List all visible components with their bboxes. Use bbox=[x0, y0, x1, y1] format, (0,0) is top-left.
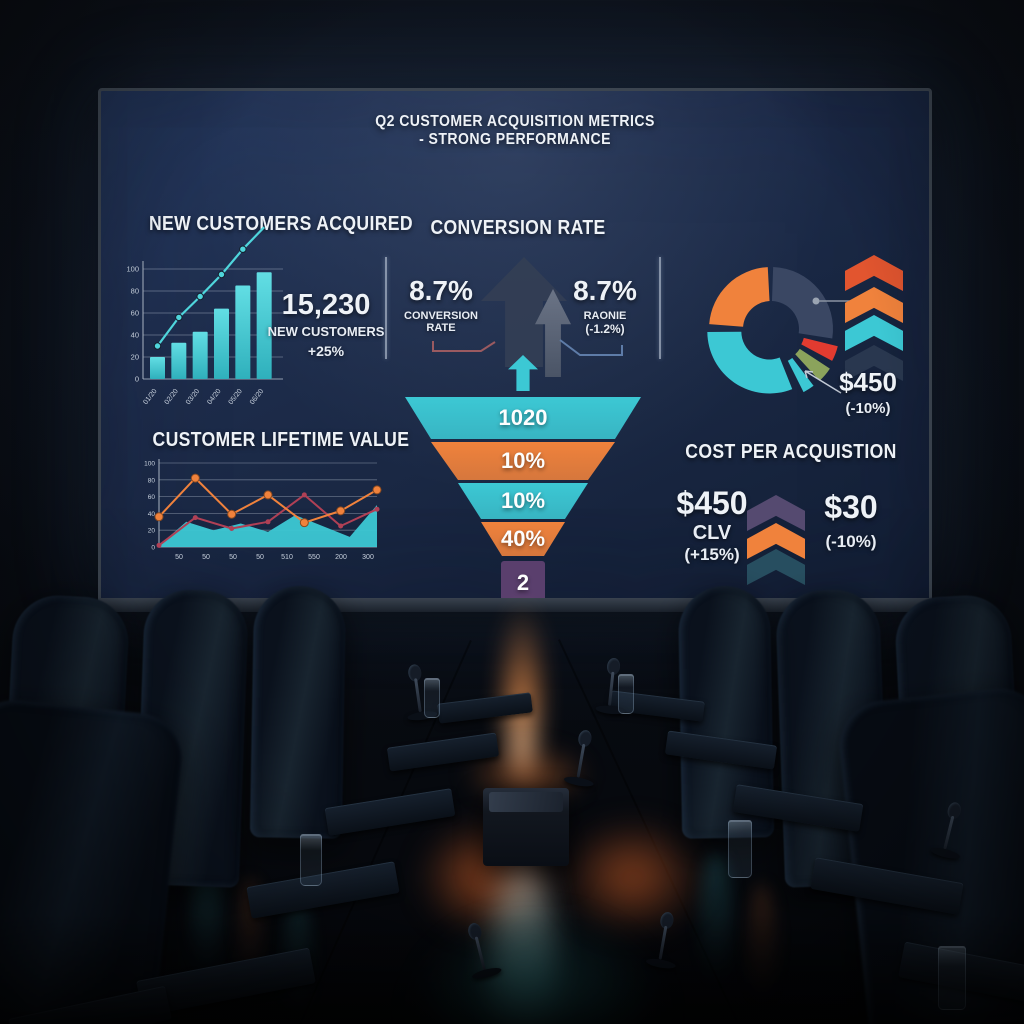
notepad bbox=[664, 730, 778, 770]
new-customers-value: 15,230 bbox=[281, 289, 371, 321]
svg-text:80: 80 bbox=[131, 287, 139, 296]
cpa-right-value: $30 bbox=[824, 489, 878, 525]
svg-text:40: 40 bbox=[131, 331, 139, 340]
svg-text:0: 0 bbox=[151, 545, 155, 552]
clv-title: CUSTOMER LIFETIME VALUE bbox=[152, 429, 410, 451]
microphone bbox=[561, 727, 604, 789]
new-customers-metric: 15,230 NEW CUSTOMERS +25% bbox=[261, 289, 391, 359]
svg-text:550: 550 bbox=[308, 554, 320, 561]
cpa-chevron-stack bbox=[747, 495, 805, 585]
mic-head bbox=[945, 800, 963, 821]
notepad bbox=[324, 788, 456, 836]
new-customers-delta: +25% bbox=[307, 343, 345, 359]
conversion-title: CONVERSION RATE bbox=[430, 217, 606, 239]
svg-text:50: 50 bbox=[229, 554, 237, 561]
dashboard-title-line1: Q2 CUSTOMER ACQUISITION METRICS bbox=[375, 113, 655, 130]
svg-text:03/20: 03/20 bbox=[185, 388, 201, 406]
donut-callout-delta: (-10%) bbox=[845, 400, 891, 417]
funnel-level-2: 10% bbox=[431, 442, 615, 480]
funnel-level-4: 40% bbox=[481, 522, 565, 556]
divider-left bbox=[385, 257, 387, 359]
notepad bbox=[246, 861, 400, 919]
cpa-right-delta: (-10%) bbox=[825, 532, 877, 551]
svg-text:50: 50 bbox=[256, 554, 264, 561]
svg-text:80: 80 bbox=[148, 477, 156, 484]
svg-text:02/20: 02/20 bbox=[164, 388, 180, 406]
svg-text:20: 20 bbox=[131, 353, 139, 362]
svg-text:60: 60 bbox=[148, 494, 156, 501]
new-customers-label: NEW CUSTOMERS bbox=[267, 324, 385, 339]
clv-chart: 0 20 40 60 80 100 50 50 50 50 510 550 200 300 bbox=[144, 459, 382, 561]
svg-text:05/20: 05/20 bbox=[228, 388, 244, 406]
mic-base bbox=[563, 775, 595, 789]
conversion-left-metric: 8.7% CONVERSION RATE bbox=[389, 275, 493, 334]
svg-text:300: 300 bbox=[362, 554, 374, 561]
cpa-right-metric: $30 (-10%) bbox=[801, 489, 901, 552]
mic-stem bbox=[943, 815, 955, 850]
floor-fade bbox=[0, 914, 1024, 1024]
conversion-left-value: 8.7% bbox=[409, 275, 473, 306]
donut-callout-value: $450 bbox=[839, 367, 897, 397]
conversion-right-metric: 8.7% RAONIE (-1.2%) bbox=[553, 275, 657, 336]
svg-text:60: 60 bbox=[131, 309, 139, 318]
mic-head bbox=[577, 729, 593, 749]
dashboard-title-line2: - STRONG PERFORMANCE bbox=[419, 131, 611, 148]
funnel-level-3: 10% bbox=[458, 483, 588, 519]
conversion-left-callout-line bbox=[432, 341, 496, 352]
table-device-box bbox=[483, 788, 569, 866]
svg-text:50: 50 bbox=[175, 554, 183, 561]
microphone bbox=[928, 799, 975, 862]
water-glass bbox=[300, 834, 322, 886]
svg-text:50: 50 bbox=[202, 554, 210, 561]
svg-text:100: 100 bbox=[144, 461, 155, 468]
notepad bbox=[810, 857, 964, 915]
conversion-left-label2: RATE bbox=[426, 322, 456, 334]
conversion-right-value: 8.7% bbox=[573, 275, 637, 306]
donut-slice-cyan bbox=[707, 331, 793, 394]
conversion-left-label1: CONVERSION bbox=[404, 310, 478, 322]
conversion-right-callout-line bbox=[559, 339, 623, 356]
screen-bezel-bottom bbox=[98, 598, 932, 612]
svg-text:01/20: 01/20 bbox=[142, 388, 158, 406]
svg-text:40: 40 bbox=[148, 511, 156, 518]
mic-stem bbox=[576, 743, 586, 778]
dashboard-title: Q2 CUSTOMER ACQUISITION METRICS - STRONG… bbox=[101, 113, 929, 149]
svg-text:100: 100 bbox=[126, 265, 139, 274]
divider-right bbox=[659, 257, 661, 359]
new-customers-title: NEW CUSTOMERS ACQUIRED bbox=[148, 213, 413, 235]
svg-text:510: 510 bbox=[281, 554, 293, 561]
water-glass bbox=[728, 820, 752, 878]
orange-glow-top bbox=[462, 745, 592, 805]
funnel-level-1: 1020 bbox=[405, 397, 641, 439]
mic-base bbox=[929, 845, 961, 861]
chevron-up-icon-red bbox=[845, 255, 903, 291]
svg-text:20: 20 bbox=[148, 528, 156, 535]
cpa-title: COST PER ACQUISTION bbox=[685, 441, 897, 463]
conversion-funnel: 1020 10% 10% 40% 2 bbox=[393, 397, 653, 609]
donut-slice-navy bbox=[771, 267, 833, 339]
svg-text:04/20: 04/20 bbox=[206, 388, 222, 406]
notepad bbox=[732, 784, 864, 832]
svg-text:200: 200 bbox=[335, 554, 347, 561]
notepad bbox=[386, 732, 500, 772]
device-box-top-face bbox=[489, 792, 563, 812]
donut-callout-metric: $450 (-10%) bbox=[813, 367, 923, 417]
svg-text:0: 0 bbox=[135, 375, 139, 384]
bars bbox=[150, 272, 272, 379]
svg-text:06/20: 06/20 bbox=[249, 388, 265, 406]
donut-slice-orange bbox=[709, 267, 770, 327]
clv-orange-line bbox=[158, 477, 378, 524]
presentation-screen: Q2 CUSTOMER ACQUISITION METRICS - STRONG… bbox=[98, 88, 932, 605]
